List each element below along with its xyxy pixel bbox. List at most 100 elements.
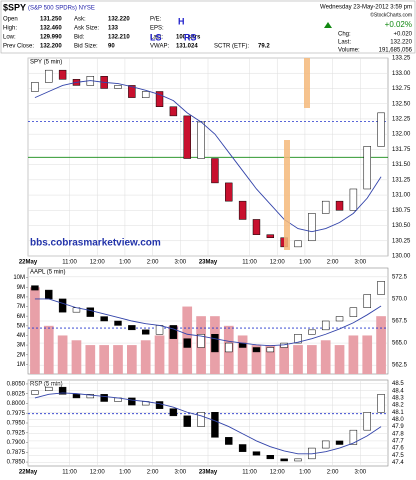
highlight [284,140,290,250]
candle [266,455,275,460]
quote-value: 100 shrs [176,35,201,41]
candle [128,397,136,406]
candle [308,213,316,242]
x-tick-label: 1:00 [119,470,131,476]
volume-bar [71,340,82,374]
y-tick-label: 48.3 [392,395,404,401]
candle [169,325,178,339]
stat-value: 191,685,056 [379,48,413,54]
candle [266,347,275,353]
y-tick-label: 132.75 [392,86,411,92]
volume-bar [348,335,359,374]
candle [128,85,136,98]
candle [183,338,191,348]
candle [183,115,191,159]
volume-bar [113,345,123,374]
candle [58,69,67,80]
quote-value: 132.220 [108,17,130,23]
x-tick-label: 23May [199,470,218,476]
candle [86,307,95,317]
quote-value: 129.990 [40,35,62,41]
candle [114,320,122,326]
candle [31,82,39,92]
candle [169,106,178,117]
x-tick-label: 11:00 [242,470,257,476]
panel-title: RSP (5 min) [30,382,63,388]
volume-bar [251,345,262,374]
header-box [0,0,416,54]
candle [72,394,81,399]
x-tick-label: 11:00 [62,470,77,476]
candle [349,307,358,317]
candle [211,412,219,438]
candle [225,437,233,445]
left-tick-label: 0.7875 [7,450,26,456]
volume-bar [307,345,317,374]
volume-tick-label: 6M [17,314,25,320]
x-tick-label: 12:00 [270,260,286,266]
stat-label: Chg: [338,32,351,38]
y-tick-label: 572.5 [392,274,408,280]
y-tick-label: 47.7 [392,438,404,444]
y-tick-label: 48.0 [392,417,404,423]
volume-bar [43,325,54,374]
x-tick-label: 2:00 [147,260,159,266]
moving-average [34,392,382,455]
y-tick-label: 48.4 [392,388,404,394]
candle [363,146,371,190]
annotation: RS [184,32,197,42]
y-tick-label: 47.4 [392,460,404,466]
quote-value: 131.024 [176,44,198,50]
candle [141,329,150,335]
volume-bar [127,345,137,374]
candle [321,200,330,214]
candle [377,394,385,413]
y-tick-label: 130.50 [392,223,411,229]
candle [155,91,164,107]
quote-label: Open [3,17,18,23]
quote-value: 132.460 [40,26,62,32]
candle [128,325,136,331]
y-tick-label: 131.00 [392,193,411,199]
y-tick-label: 130.75 [392,208,411,214]
annotation: bbs.cobrasmarketview.com [30,238,161,249]
volume-bar [85,345,96,374]
highlight [304,58,310,108]
y-tick-label: 133.25 [392,56,411,62]
candle [211,158,219,184]
volume-bar [376,316,386,374]
candle [225,182,233,202]
quote-value: 131.250 [40,17,62,23]
x-tick-label: 3:00 [354,470,366,476]
y-tick-label: 47.6 [392,446,404,452]
x-tick-label: 1:00 [299,470,311,476]
candle [197,412,205,427]
candle [252,219,261,235]
candle [31,285,39,291]
candle [58,386,67,395]
candle [294,458,302,462]
x-tick-label: 23May [199,260,218,266]
candle [183,415,191,427]
volume-tick-label: 5M [17,323,25,329]
x-tick-label: 11:00 [62,260,77,266]
quote-label: Low: [3,35,16,41]
candle [100,316,108,322]
candle [100,394,108,402]
quote-label: Prev Close: [3,44,34,50]
candle [308,329,316,335]
annotation: H [178,16,185,26]
left-tick-label: 0.7950 [7,421,26,427]
left-tick-label: 0.8000 [7,401,26,407]
volume-tick-label: 1M [17,362,25,368]
x-tick-label: 11:00 [242,260,257,266]
quote-label: VWAP: [150,44,169,50]
left-tick-label: 0.7925 [7,430,26,436]
panel-title: SPY (5 min) [30,60,62,66]
y-tick-label: 132.50 [392,101,411,107]
candle [377,112,385,147]
quote-label: Bid: [74,35,85,41]
y-tick-label: 47.8 [392,431,404,437]
candle [294,240,302,248]
